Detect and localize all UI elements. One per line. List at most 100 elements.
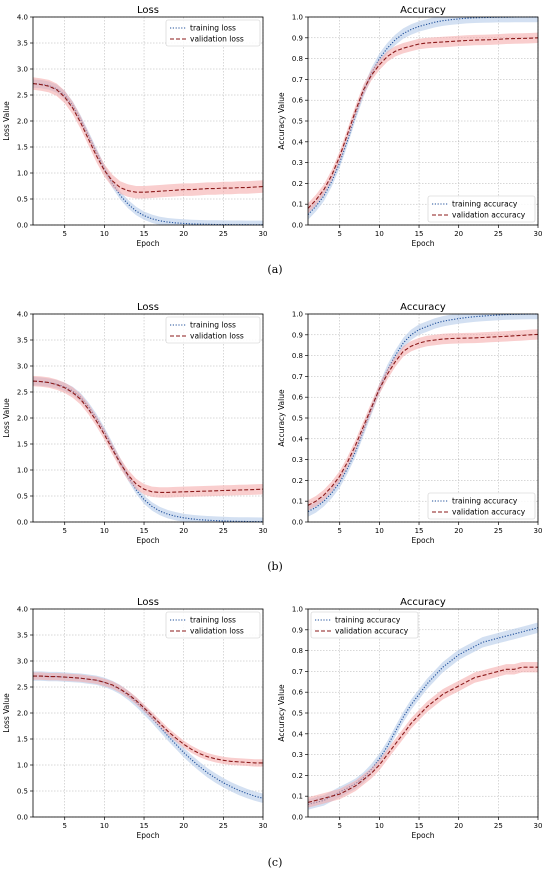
x-axis-label: Epoch — [412, 536, 435, 545]
series-band-0 — [33, 671, 263, 803]
y-tick-label: 3.0 — [17, 66, 28, 74]
y-axis-label: Accuracy Value — [277, 684, 286, 742]
chart-title: Loss — [137, 597, 159, 608]
x-tick-label: 15 — [140, 527, 149, 535]
y-tick-label: 3.0 — [17, 363, 28, 371]
y-tick-label: 2.5 — [17, 389, 28, 397]
caption-b: (b) — [267, 560, 283, 573]
x-tick-label: 5 — [337, 230, 341, 238]
y-tick-label: 1.0 — [17, 467, 28, 475]
x-tick-label: 5 — [337, 822, 341, 830]
panel-c-acc: 0.0 0.1 0.2 0.3 0.4 0.5 0.6 0.7 0.8 0.9 1.0 5 10 15 20… — [277, 597, 542, 840]
y-axis-label: Accuracy Value — [277, 389, 286, 447]
series-band-1 — [308, 329, 538, 511]
y-tick-label: 1.5 — [17, 441, 28, 449]
x-tick-label: 25 — [494, 822, 503, 830]
y-tick-label: 1.5 — [17, 736, 28, 744]
y-tick-label: 0.5 — [292, 415, 303, 423]
y-tick-label: 3.5 — [17, 337, 28, 345]
x-tick-label: 10 — [100, 230, 109, 238]
y-tick-label: 0.0 — [17, 814, 28, 822]
series-band-0 — [308, 314, 538, 517]
legend: training loss validation loss — [165, 19, 261, 47]
x-tick-label: 30 — [259, 822, 268, 830]
y-tick-label: 0.1 — [292, 498, 303, 506]
chart-title: Accuracy — [400, 302, 446, 313]
x-tick-label: 25 — [494, 230, 503, 238]
series-line-1 — [307, 666, 538, 803]
panel-a-loss: 0.0 0.5 1.0 1.5 2.0 2.5 3.0 3.5 4.0 5 10 15 20 25 30 Lo… — [2, 5, 267, 248]
y-tick-label: 0.4 — [292, 435, 304, 443]
x-tick-label: 15 — [415, 822, 424, 830]
series-line-0 — [33, 675, 264, 799]
y-tick-label: 0.4 — [292, 730, 304, 738]
x-tick-label: 30 — [534, 230, 543, 238]
series-band-1 — [33, 672, 263, 767]
y-tick-label: 0.0 — [17, 519, 28, 527]
x-axis-label: Epoch — [137, 536, 160, 545]
x-tick-label: 25 — [219, 527, 228, 535]
x-tick-label: 20 — [179, 527, 188, 535]
legend: training accuracy validation accuracy — [427, 492, 536, 520]
series-line-1 — [33, 675, 263, 764]
y-tick-label: 1.0 — [292, 14, 303, 22]
y-tick-label: 1.0 — [17, 762, 28, 770]
y-tick-label: 4.0 — [17, 606, 28, 614]
chart-title: Accuracy — [400, 5, 446, 16]
legend-label: training accuracy — [335, 616, 401, 625]
series-line-0 — [307, 627, 539, 806]
x-tick-label: 30 — [534, 822, 543, 830]
legend-label: training loss — [190, 616, 236, 625]
y-tick-label: 0.0 — [292, 222, 303, 230]
legend-box — [427, 195, 536, 223]
x-tick-label: 5 — [62, 822, 66, 830]
series-band-1 — [33, 375, 263, 498]
x-tick-label: 20 — [179, 230, 188, 238]
panel-b-acc: 0.0 0.1 0.2 0.3 0.4 0.5 0.6 0.7 0.8 0.9 1.0 5 10 15 20… — [277, 302, 542, 545]
series-line-1 — [307, 333, 539, 506]
y-tick-label: 0.5 — [17, 493, 28, 501]
y-tick-label: 0.2 — [292, 180, 303, 188]
x-tick-label: 20 — [179, 822, 188, 830]
y-tick-label: 0.4 — [292, 138, 304, 146]
y-tick-label: 1.5 — [17, 144, 28, 152]
series-line-0 — [307, 313, 538, 513]
legend-label: training loss — [190, 321, 236, 330]
legend-label: validation accuracy — [452, 211, 526, 220]
x-tick-label: 30 — [259, 230, 268, 238]
y-tick-label: 1.0 — [17, 170, 28, 178]
y-tick-label: 0.2 — [292, 477, 303, 485]
y-tick-label: 0.6 — [292, 97, 304, 105]
x-tick-label: 15 — [140, 230, 149, 238]
y-axis-label: Loss Value — [2, 398, 11, 438]
y-tick-label: 0.9 — [292, 626, 303, 634]
x-tick-label: 10 — [375, 527, 384, 535]
legend-label: validation loss — [190, 627, 244, 636]
x-tick-label: 30 — [534, 527, 543, 535]
y-tick-label: 0.5 — [17, 788, 28, 796]
y-tick-label: 0.3 — [292, 456, 303, 464]
legend-label: training loss — [190, 24, 236, 33]
legend-box — [165, 19, 261, 47]
y-tick-label: 0.1 — [292, 201, 303, 209]
series-line-1 — [32, 380, 264, 493]
x-tick-label: 10 — [100, 527, 109, 535]
x-tick-label: 5 — [62, 527, 66, 535]
y-tick-label: 0.7 — [292, 668, 303, 676]
y-tick-label: 0.5 — [17, 196, 28, 204]
y-tick-label: 2.5 — [17, 92, 28, 100]
panel-b-loss: 0.0 0.5 1.0 1.5 2.0 2.5 3.0 3.5 4.0 5 10 15 20 25 30 Lo… — [2, 302, 267, 545]
y-tick-label: 2.0 — [17, 710, 28, 718]
y-axis-label: Loss Value — [2, 101, 11, 141]
y-tick-label: 0.9 — [292, 331, 303, 339]
legend: training accuracy validation accuracy — [427, 195, 536, 223]
y-tick-label: 2.5 — [17, 684, 28, 692]
y-axis-label: Loss Value — [2, 693, 11, 733]
y-tick-label: 2.0 — [17, 415, 28, 423]
chart-title: Loss — [137, 5, 159, 16]
series-band-1 — [308, 662, 538, 808]
y-tick-label: 0.0 — [292, 814, 303, 822]
y-tick-label: 1.0 — [292, 311, 303, 319]
y-tick-label: 0.3 — [292, 159, 303, 167]
